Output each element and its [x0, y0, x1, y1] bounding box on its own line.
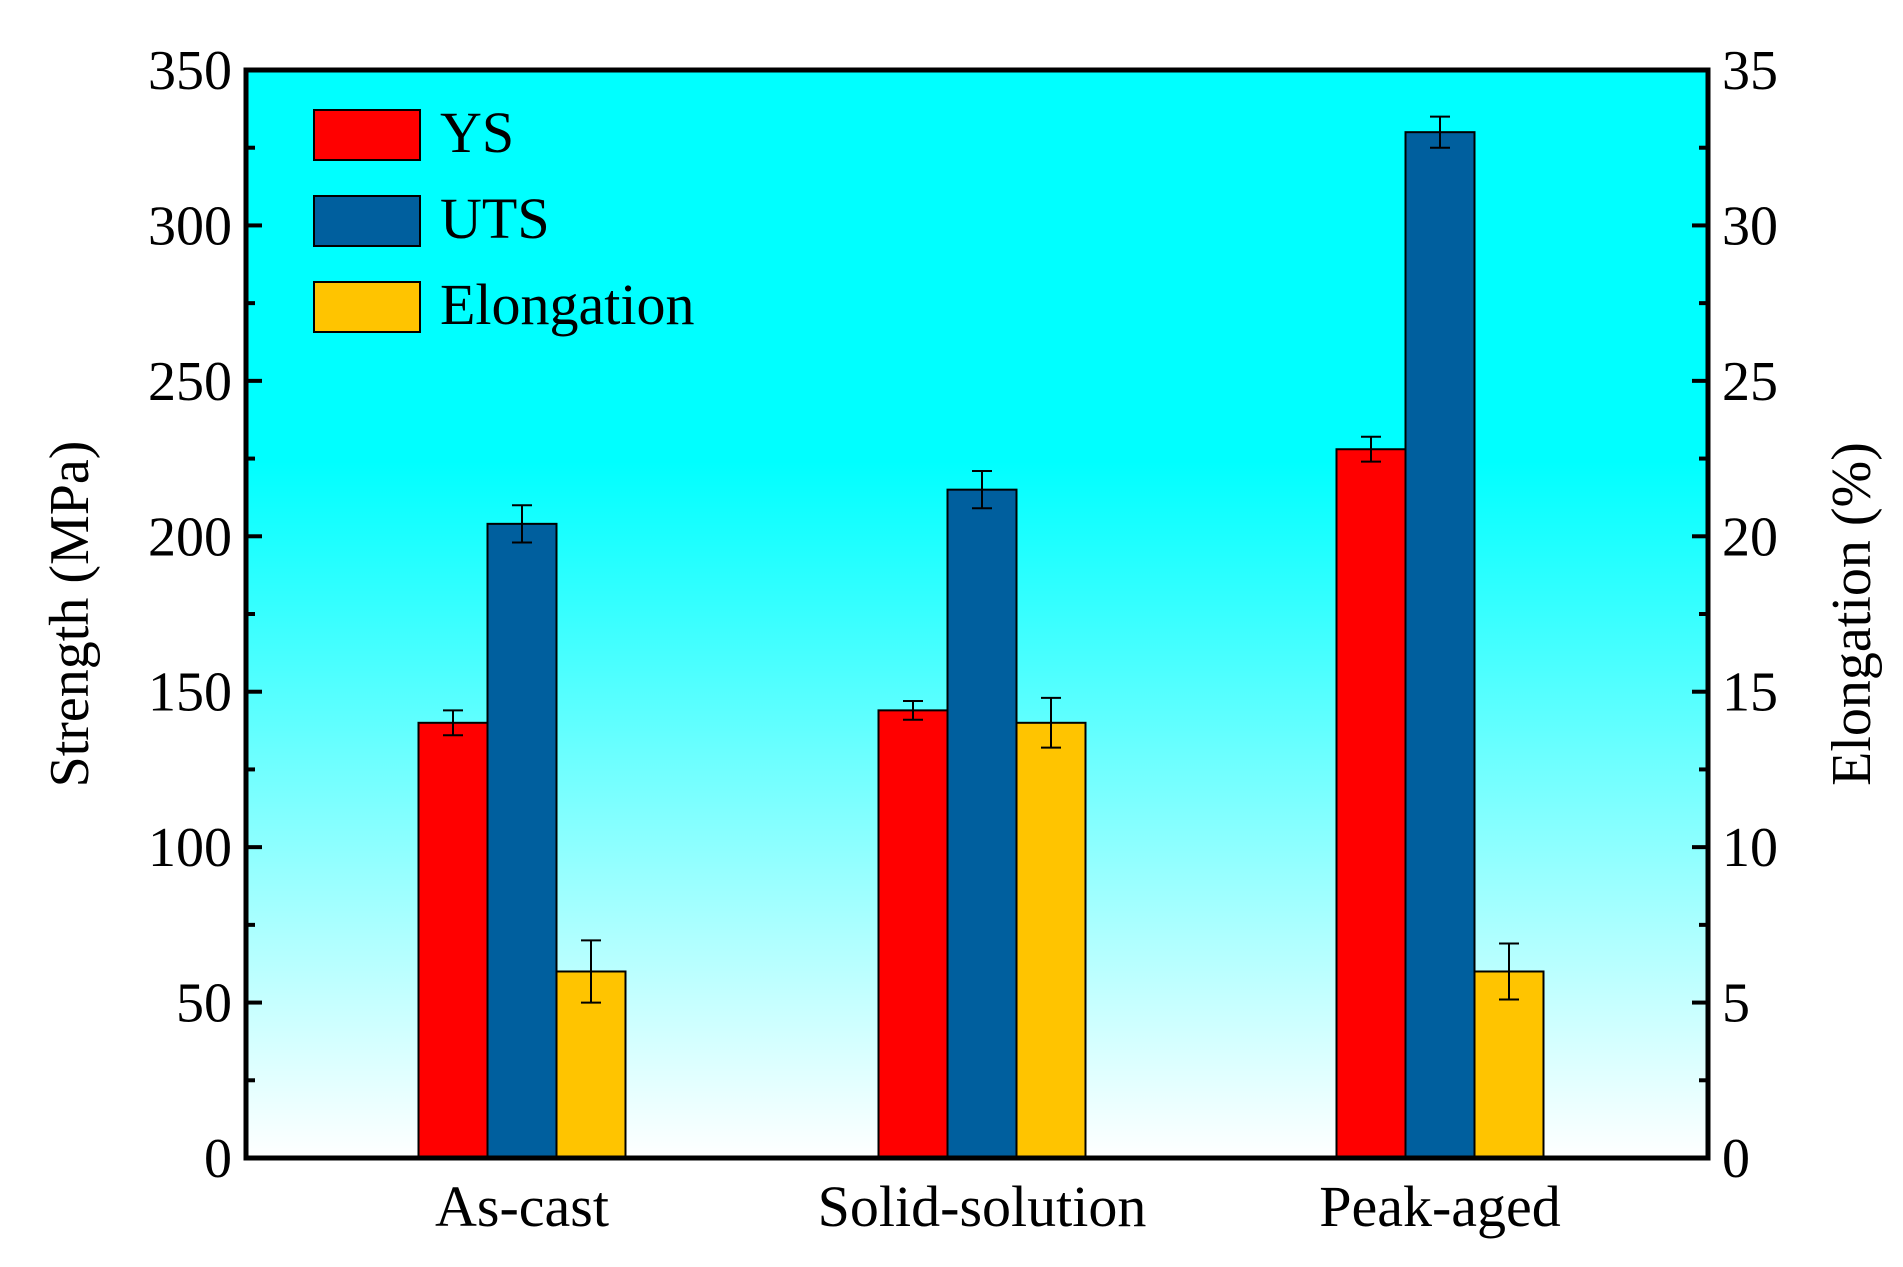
legend-label-elongation: Elongation — [440, 272, 695, 337]
y2-tick-label: 5 — [1722, 973, 1750, 1035]
bar-uts — [486, 522, 558, 1159]
y2-tick-label: 25 — [1722, 351, 1778, 413]
y-tick-label: 250 — [148, 351, 232, 413]
y2-tick-label: 20 — [1722, 506, 1778, 568]
y-tick-label: 50 — [176, 973, 232, 1035]
y-tick-label: 0 — [204, 1128, 232, 1190]
bar-elongation — [1015, 721, 1087, 1159]
y2-tick-label: 15 — [1722, 662, 1778, 724]
y-axis-title: Strength (MPa) — [39, 441, 101, 788]
y-tick-label: 300 — [148, 195, 232, 257]
y2-tick-label: 10 — [1722, 817, 1778, 879]
y-tick-label: 150 — [148, 662, 232, 724]
bar-ys — [1335, 448, 1407, 1159]
plot-frame — [243, 67, 1711, 1161]
y2-axis-title: Elongation (%) — [1821, 442, 1883, 786]
y-tick-label: 100 — [148, 817, 232, 879]
bar-uts — [1404, 131, 1476, 1160]
bar-ys — [417, 721, 489, 1159]
legend: YS UTS Elongation — [313, 100, 695, 337]
bar-ys — [877, 709, 949, 1159]
y2-tick-label: 30 — [1722, 195, 1778, 257]
legend-swatch-ys — [313, 109, 421, 161]
legend-label-uts: UTS — [440, 186, 550, 251]
x-tick-label: Solid-solution — [818, 1174, 1147, 1239]
x-tick-label: As-cast — [435, 1174, 609, 1239]
y2-tick-label: 35 — [1722, 40, 1778, 102]
y-tick-label: 350 — [148, 40, 232, 102]
legend-label-ys: YS — [440, 100, 514, 165]
y2-tick-label: 0 — [1722, 1128, 1750, 1190]
bar-uts — [946, 488, 1018, 1159]
y-tick-label: 200 — [148, 506, 232, 568]
legend-swatch-uts — [313, 195, 421, 247]
x-tick-label: Peak-aged — [1319, 1174, 1561, 1239]
legend-swatch-elongation — [313, 281, 421, 333]
